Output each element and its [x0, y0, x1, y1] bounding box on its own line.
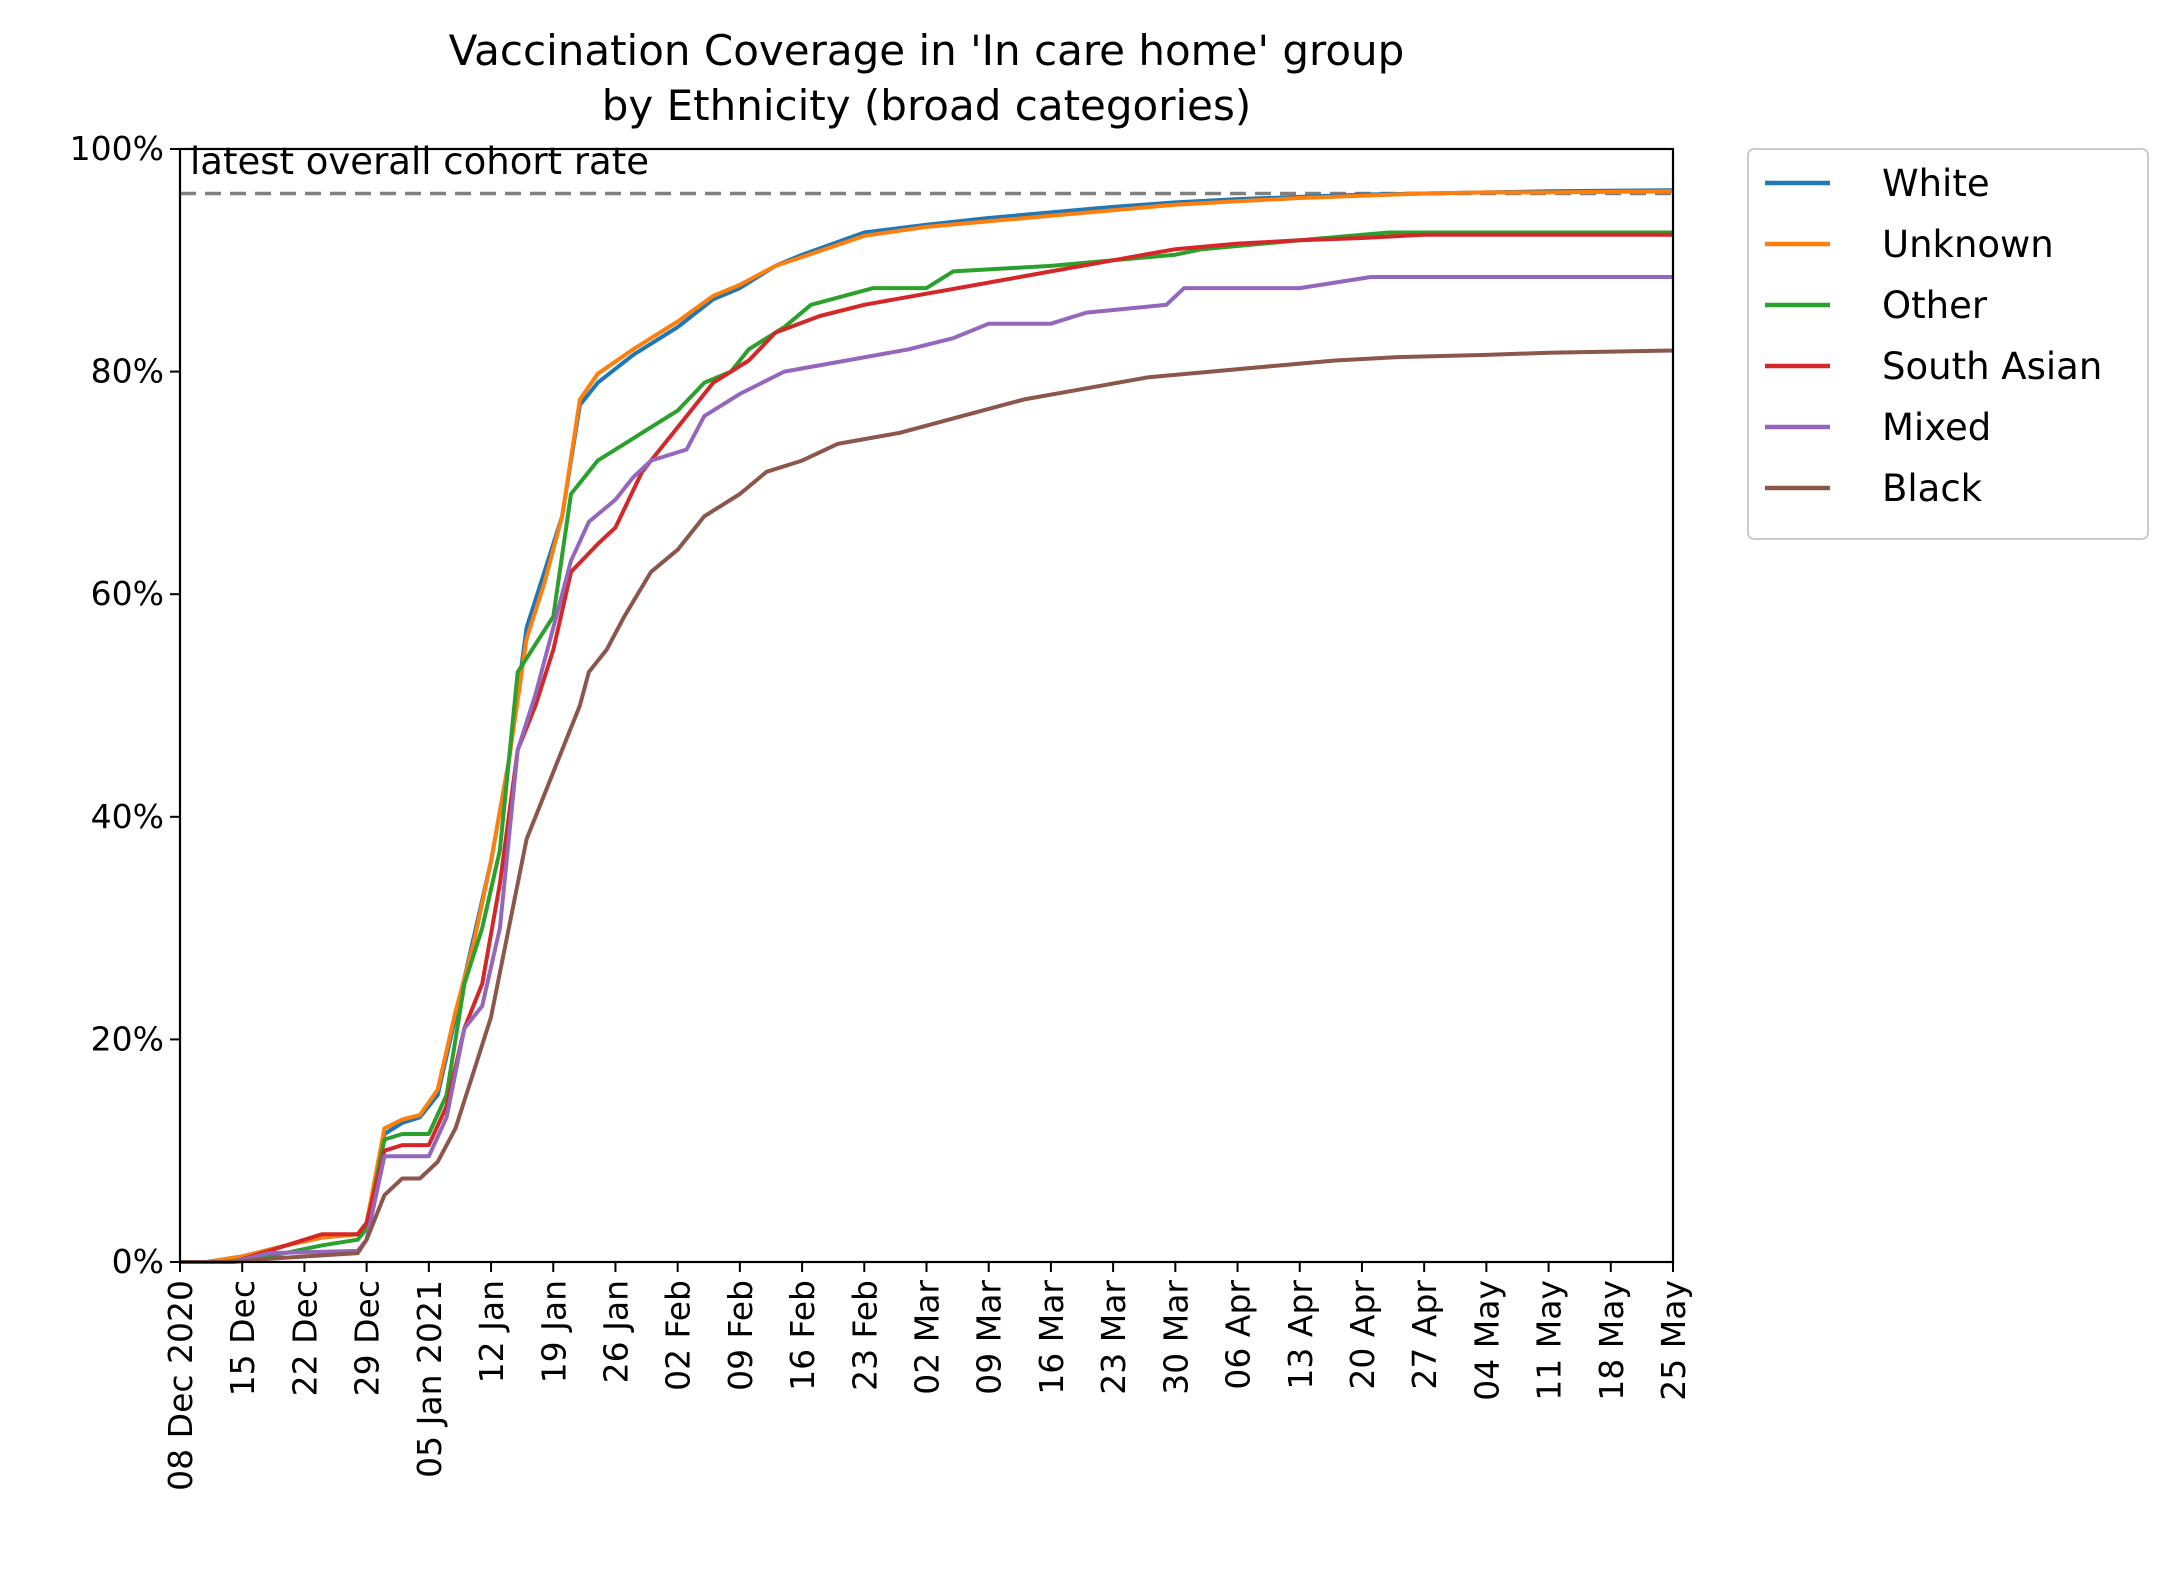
y-tick-label: 60% [91, 574, 164, 613]
legend-label: White [1882, 162, 1990, 205]
x-tick-label: 16 Feb [783, 1280, 822, 1391]
x-tick-label: 19 Jan [534, 1280, 573, 1383]
x-tick-label: 27 Apr [1405, 1280, 1444, 1390]
series-lines [180, 188, 1674, 1264]
x-tick-label: 26 Jan [596, 1280, 635, 1383]
x-tick-label: 12 Jan [472, 1280, 511, 1383]
chart-subtitle: by Ethnicity (broad categories) [602, 81, 1252, 130]
x-tick-label: 04 May [1467, 1280, 1506, 1401]
x-tick-label: 18 May [1592, 1280, 1631, 1401]
legend-label: Unknown [1882, 223, 2054, 266]
y-axis: 0% 20% 40% 60% 80% 100% [70, 129, 180, 1281]
series-line-unknown [180, 189, 1674, 1264]
x-tick-label: 02 Mar [908, 1280, 947, 1395]
legend-label: South Asian [1882, 345, 2102, 388]
series-line-mixed [180, 275, 1673, 1264]
reference-line-label: latest overall cohort rate [190, 140, 649, 183]
legend-label: Mixed [1882, 406, 1991, 449]
x-tick-label: 15 Dec [223, 1280, 262, 1396]
series-line-south-asian [180, 232, 1673, 1264]
series-line-black [180, 348, 1674, 1264]
x-tick-label: 29 Dec [348, 1280, 387, 1396]
x-tick-label: 23 Mar [1094, 1280, 1133, 1395]
y-tick-label: 20% [91, 1019, 164, 1058]
y-tick-label: 0% [112, 1242, 164, 1281]
legend: White Unknown Other South Asian Mixed Black [1747, 148, 2149, 540]
x-tick-label: 16 Mar [1032, 1280, 1071, 1395]
x-tick-label: 11 May [1530, 1280, 1569, 1401]
legend-label: Other [1882, 284, 1988, 327]
legend-label: Black [1882, 467, 1983, 510]
x-tick-label: 20 Apr [1343, 1280, 1382, 1390]
y-tick-label: 40% [91, 797, 164, 836]
x-tick-label: 09 Mar [970, 1280, 1009, 1395]
x-tick-label: 30 Mar [1156, 1280, 1195, 1395]
y-tick-label: 100% [70, 129, 164, 168]
series-line-white [180, 188, 1674, 1264]
series-line-other [180, 230, 1673, 1264]
x-tick-label: 09 Feb [721, 1280, 760, 1391]
chart-title: Vaccination Coverage in 'In care home' g… [449, 26, 1405, 75]
x-tick-label: 23 Feb [845, 1280, 884, 1391]
x-tick-label: 22 Dec [285, 1280, 324, 1396]
plot-area-frame [178, 147, 1675, 1264]
x-tick-label: 13 Apr [1281, 1280, 1320, 1390]
x-tick-label: 08 Dec 2020 [161, 1280, 200, 1491]
x-axis: 08 Dec 2020 15 Dec 22 Dec 29 Dec 05 Jan 2021… [161, 1262, 1693, 1491]
legend-box [1747, 148, 2149, 540]
x-tick-label: 25 May [1654, 1280, 1693, 1401]
y-tick-label: 80% [91, 352, 164, 391]
x-tick-label: 02 Feb [659, 1280, 698, 1391]
x-tick-label: 05 Jan 2021 [410, 1280, 449, 1478]
x-tick-label: 06 Apr [1219, 1280, 1258, 1390]
